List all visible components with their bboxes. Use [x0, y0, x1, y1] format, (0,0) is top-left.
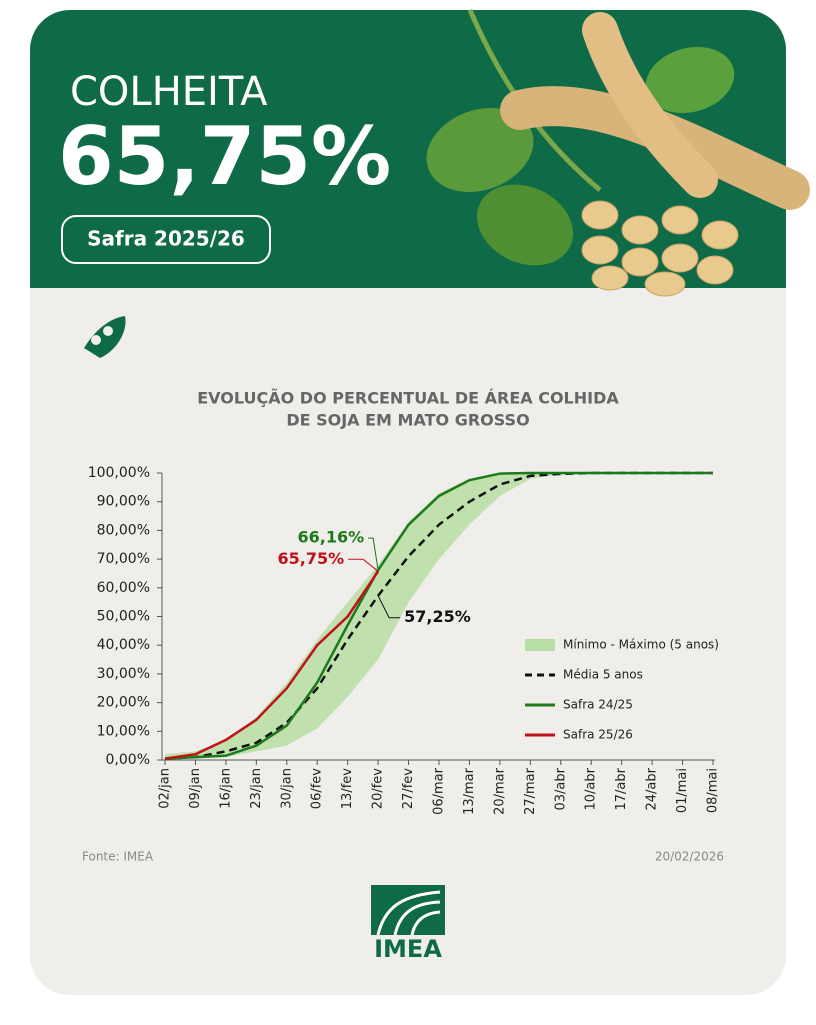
- y-tick-label: 80,00%: [97, 522, 150, 538]
- x-tick-label: 20/fev: [371, 768, 386, 809]
- x-tick-label: 13/fev: [340, 768, 355, 809]
- logo-mark: [371, 885, 445, 936]
- logo-text: IMEA: [374, 935, 442, 963]
- min-max-band: [165, 473, 713, 759]
- source: Fonte: IMEA: [82, 850, 154, 864]
- x-tick-label: 02/jan: [158, 768, 173, 809]
- y-tick-label: 50,00%: [97, 609, 150, 625]
- soy-illustration: [426, 9, 810, 297]
- x-tick-label: 13/mar: [462, 767, 477, 815]
- x-tick-label: 06/fev: [310, 768, 325, 809]
- legend-label: Safra 25/26: [563, 728, 633, 742]
- chart-title: EVOLUÇÃO DO PERCENTUAL DE ÁREA COLHIDA: [197, 389, 619, 408]
- x-tick-label: 10/abr: [584, 767, 599, 810]
- data-label: 65,75%: [277, 549, 344, 568]
- series-line: [164, 570, 380, 760]
- legend-label: Safra 24/25: [563, 698, 633, 712]
- y-tick-label: 60,00%: [97, 580, 150, 596]
- annotation-leader: [377, 595, 401, 619]
- x-tick-label: 17/abr: [614, 767, 629, 810]
- soy-icon: [84, 316, 126, 358]
- header-value: 65,75%: [58, 110, 391, 203]
- x-tick-label: 23/jan: [249, 768, 264, 809]
- date: 20/02/2026: [655, 850, 724, 864]
- y-tick-label: 90,00%: [97, 494, 150, 510]
- annotation-leader: [348, 558, 379, 572]
- badge-box: [61, 215, 271, 264]
- y-tick-label: 40,00%: [97, 637, 150, 653]
- x-tick-label: 08/mai: [706, 768, 721, 813]
- y-tick-label: 20,00%: [97, 695, 150, 711]
- y-tick-label: 100,00%: [88, 465, 150, 481]
- x-tick-label: 30/jan: [279, 768, 294, 809]
- y-tick-label: 70,00%: [97, 551, 150, 567]
- data-label: 66,16%: [297, 528, 364, 547]
- annotation-leader: [368, 537, 379, 571]
- y-tick-label: 10,00%: [97, 723, 150, 739]
- x-tick-label: 20/mar: [492, 767, 507, 815]
- y-tick-label: 0,00%: [106, 752, 150, 768]
- chart-title: DE SOJA EM MATO GROSSO: [286, 411, 529, 430]
- x-tick-label: 01/mai: [675, 768, 690, 813]
- legend-label: Mínimo - Máximo (5 anos): [563, 638, 719, 652]
- y-tick-label: 30,00%: [97, 666, 150, 682]
- x-tick-label: 27/fev: [401, 768, 416, 809]
- x-tick-label: 27/mar: [523, 767, 538, 815]
- legend-swatch: [525, 639, 555, 651]
- x-tick-label: 09/jan: [188, 768, 203, 809]
- header-title: COLHEITA: [70, 69, 268, 115]
- plot: 0,00% 10,00% 20,00% 30,00% 40,00% 50,00% 60,00…: [88, 465, 721, 815]
- x-tick-label: 03/abr: [553, 767, 568, 810]
- legend-label: Média 5 anos: [563, 668, 643, 682]
- x-tick-label: 06/mar: [432, 767, 447, 815]
- data-label: 57,25%: [404, 607, 471, 626]
- badge-text: Safra 2025/26: [87, 227, 245, 251]
- x-tick-label: 16/jan: [218, 768, 233, 809]
- x-tick-label: 24/abr: [645, 767, 660, 810]
- series-line: [164, 471, 713, 760]
